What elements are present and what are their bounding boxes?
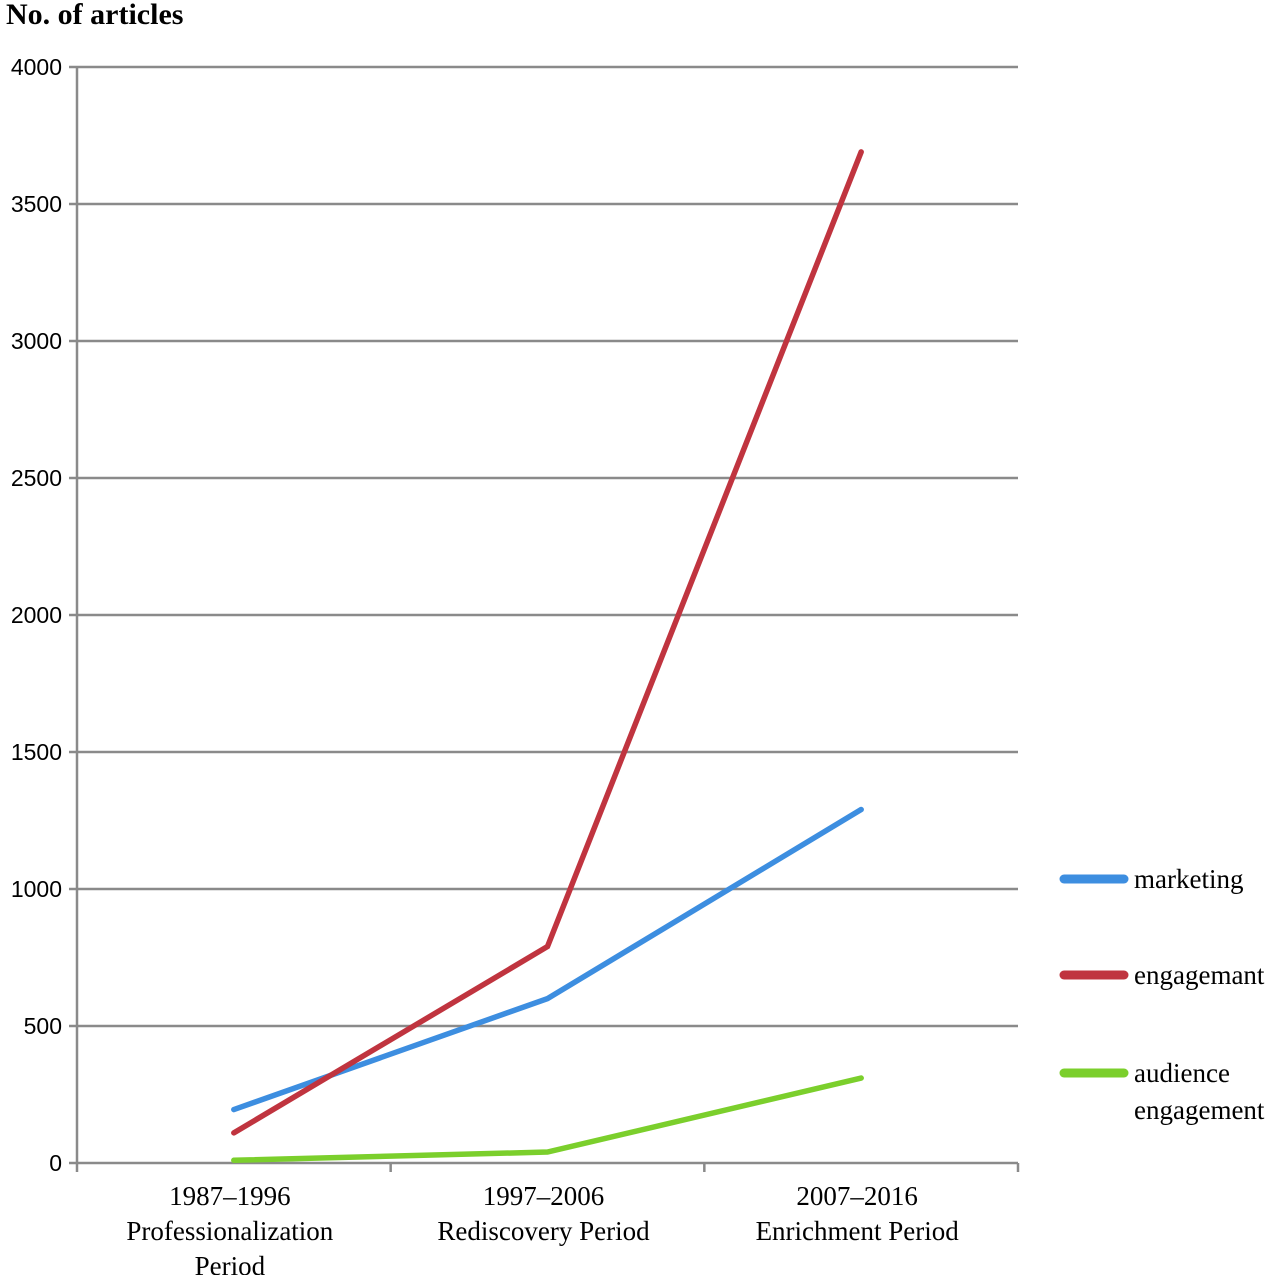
x-tick-label-line: Enrichment Period	[756, 1216, 960, 1246]
gridlines	[77, 65, 1018, 1028]
y-tick-label: 500	[24, 1013, 62, 1039]
data-point	[231, 1130, 237, 1136]
data-point	[545, 1149, 550, 1155]
series-lines	[231, 149, 864, 1164]
legend-label-line: engagemant	[1134, 960, 1265, 990]
y-tick-label: 2000	[11, 602, 62, 628]
axes	[69, 65, 1020, 1172]
x-tick-label-line: 1997–2006	[483, 1181, 605, 1211]
legend-label-line: engagement	[1134, 1095, 1265, 1125]
y-tick-label: 1500	[11, 739, 62, 765]
data-point	[545, 944, 550, 950]
x-tick-label: 2007–2016 Enrichment Period	[756, 1181, 960, 1246]
y-tick-label: 1000	[11, 876, 62, 902]
x-tick-label-line: Professionalization	[126, 1216, 333, 1246]
x-tick-labels: 1987–1996 Professionalization Period 1997–2…	[126, 1181, 959, 1275]
data-point	[858, 149, 864, 155]
x-tick-label: 1997–2006 Rediscovery Period	[437, 1181, 650, 1246]
x-tick-label-line: 1987–1996	[169, 1181, 291, 1211]
legend-label: audience engagement	[1134, 1058, 1265, 1125]
data-point	[858, 807, 864, 813]
legend-label: marketing	[1134, 864, 1243, 894]
data-point	[231, 1107, 237, 1113]
x-tick-label-line: 2007–2016	[796, 1181, 918, 1211]
x-tick-label-line: Rediscovery Period	[437, 1216, 650, 1246]
y-tick-label: 0	[49, 1150, 62, 1176]
data-point	[231, 1157, 237, 1163]
y-tick-label: 3500	[11, 191, 62, 217]
series-line-marketing	[231, 806, 864, 1113]
legend-label-line: audience	[1134, 1058, 1230, 1088]
data-point	[545, 996, 550, 1002]
series-line-audience-engagement	[231, 1075, 864, 1164]
y-tick-labels: 0 500 1000 1500 2000 2500 3000 3500 4000	[11, 54, 62, 1176]
data-point	[858, 1075, 864, 1081]
y-tick-label: 3000	[11, 328, 62, 354]
y-tick-label: 2500	[11, 465, 62, 491]
x-tick-label: 1987–1996 Professionalization Period	[126, 1181, 333, 1275]
series-line-engagemant	[231, 149, 864, 1136]
x-tick-label-line: Period	[195, 1251, 266, 1275]
legend-label: engagemant	[1134, 960, 1265, 990]
y-axis-title: No. of articles	[6, 0, 183, 31]
y-tick-label: 4000	[11, 54, 62, 80]
legend-label-line: marketing	[1134, 864, 1243, 894]
legend: marketing engagemant audience engagement	[1059, 864, 1265, 1125]
